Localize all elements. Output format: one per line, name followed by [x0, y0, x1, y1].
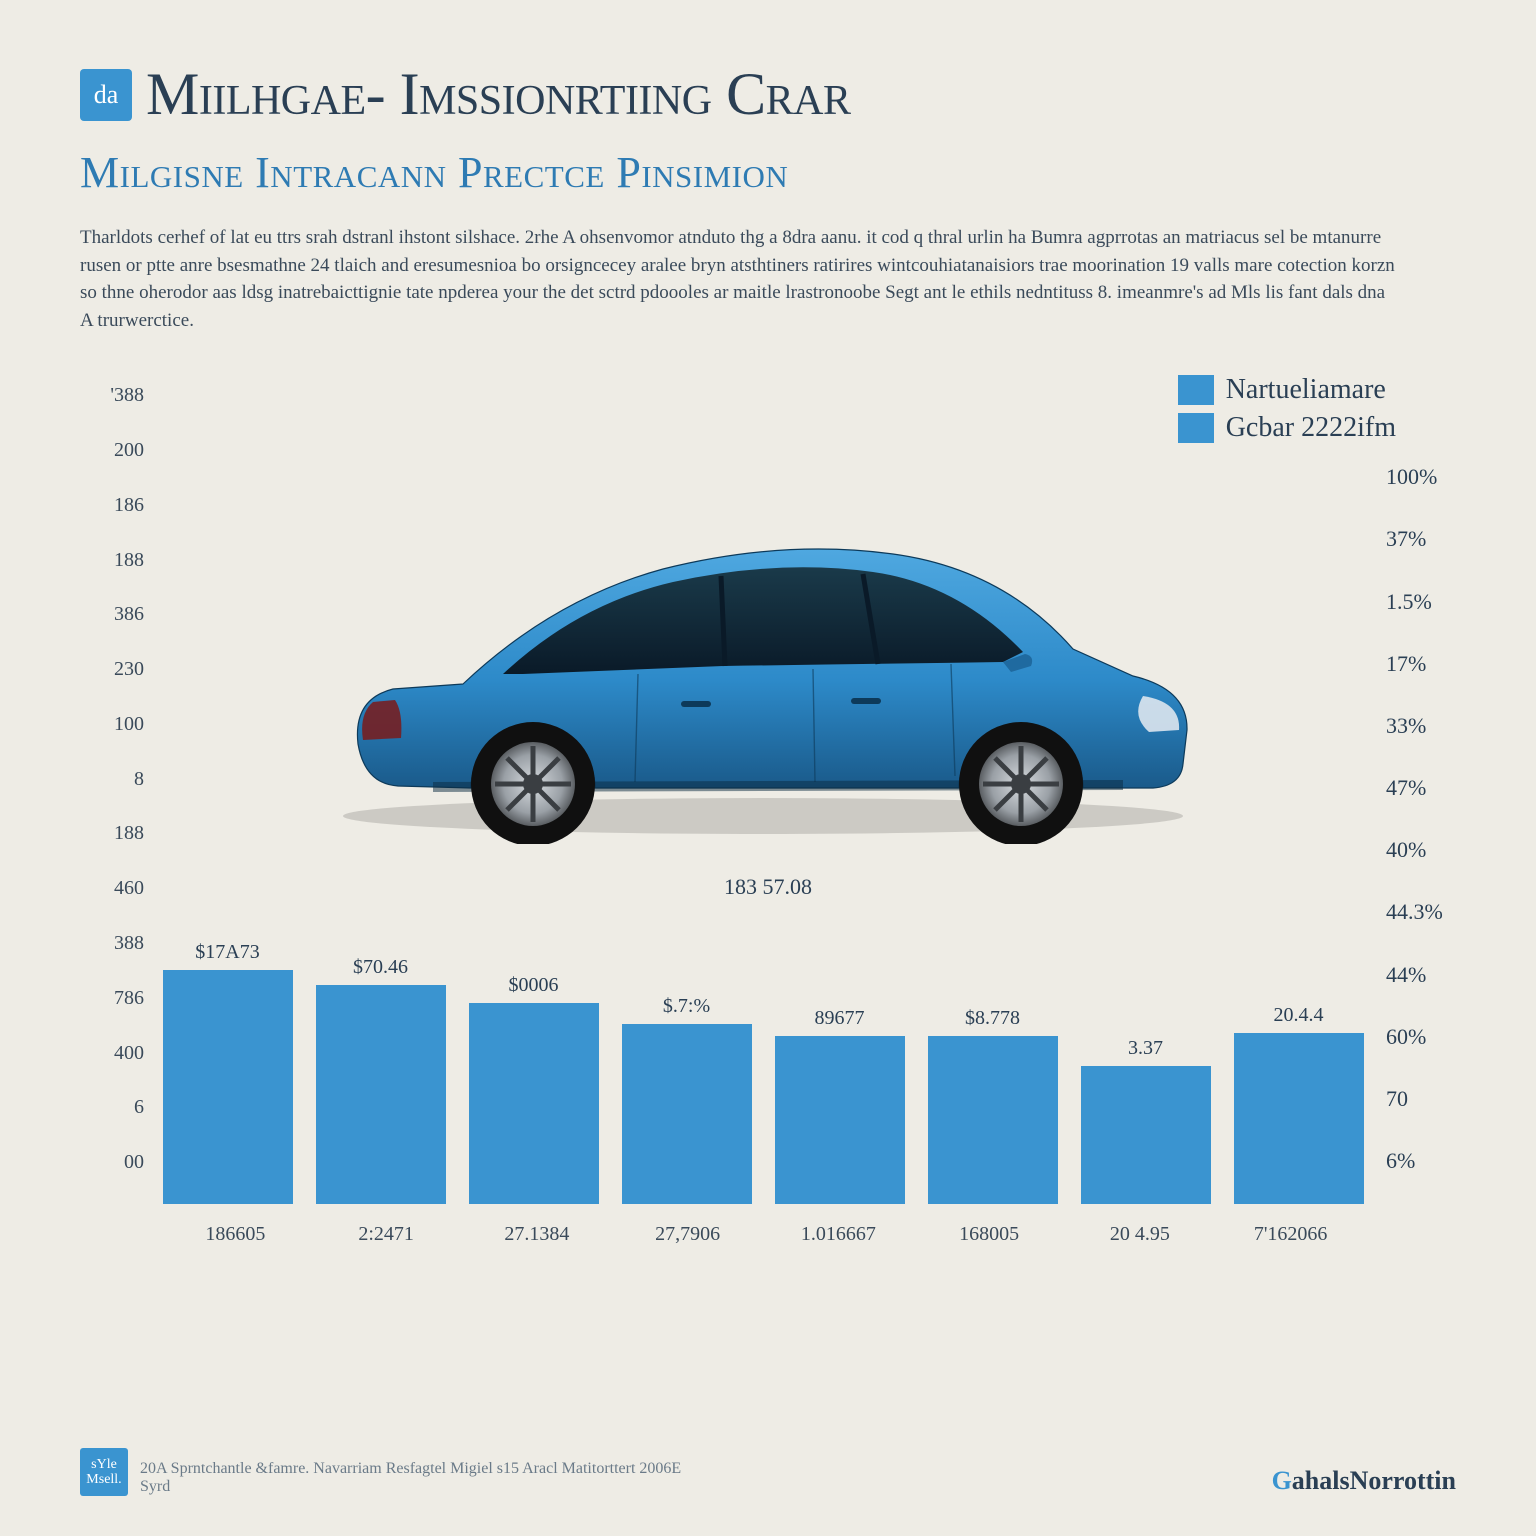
y-tick-right: 44% — [1386, 962, 1456, 988]
y-tick-right: 33% — [1386, 713, 1456, 739]
bar-group: $17A73 — [160, 941, 295, 1204]
bar-group: 20.4.4 — [1231, 1004, 1366, 1204]
y-tick-right: 6% — [1386, 1148, 1456, 1174]
bar-value-label: $0006 — [509, 974, 559, 997]
logo-badge: da — [80, 69, 132, 121]
x-tick-label: 27,7906 — [612, 1223, 763, 1246]
y-axis-right: 100% 37% 1.5% 17% 33% 47% 40% 44.3% 44% 60% 70 6% — [1386, 464, 1456, 1174]
y-tick-right: 17% — [1386, 651, 1456, 677]
x-tick-label: 7'162066 — [1215, 1223, 1366, 1246]
bar — [1234, 1033, 1364, 1204]
y-tick-right: 70 — [1386, 1086, 1456, 1112]
footer-badge-line2: Msell. — [86, 1472, 121, 1487]
legend-label: Nartueliamare — [1226, 374, 1386, 406]
bar-value-label: $17A73 — [195, 941, 259, 964]
bar — [163, 970, 293, 1204]
x-tick-label: 186605 — [160, 1223, 311, 1246]
bar-group: $.7:% — [619, 995, 754, 1204]
bar — [622, 1024, 752, 1204]
x-tick-label: 1.016667 — [763, 1223, 914, 1246]
car-illustration — [160, 424, 1366, 844]
footer-brand-rest: ahalsNorrottin — [1292, 1466, 1456, 1495]
x-tick-label: 2:2471 — [311, 1223, 462, 1246]
bar-group: 89677 — [772, 1007, 907, 1204]
x-tick-label: 27.1384 — [462, 1223, 613, 1246]
footer-caption-main: 20A Sprntchantle &famre. Navarriam Resfa… — [140, 1460, 681, 1478]
bar-value-label: 89677 — [815, 1007, 865, 1030]
y-tick-right: 60% — [1386, 1024, 1456, 1050]
y-tick-right: 1.5% — [1386, 589, 1456, 615]
header: da Miilhgae- Imssionrtiing Crar — [80, 60, 1456, 129]
y-tick-left: 388 — [80, 932, 144, 955]
y-tick-left: 786 — [80, 987, 144, 1010]
y-tick-left: 400 — [80, 1042, 144, 1065]
y-tick-left: 186 — [80, 494, 144, 517]
x-tick-label: 20 4.95 — [1065, 1223, 1216, 1246]
bar — [775, 1036, 905, 1204]
bars-area: $17A73 $70.46 $0006 $.7:% 89677 $8.778 3.37 20.… — [160, 904, 1366, 1204]
footer-brand-accent: G — [1272, 1466, 1292, 1495]
footer: sYle Msell. 20A Sprntchantle &famre. Nav… — [80, 1448, 1456, 1496]
y-tick-right: 37% — [1386, 526, 1456, 552]
y-tick-left: 460 — [80, 877, 144, 900]
footer-badge-line1: sYle — [91, 1457, 117, 1472]
y-tick-right: 44.3% — [1386, 899, 1456, 925]
footer-caption-sub: Syrd — [140, 1478, 681, 1496]
x-tick-label: 168005 — [914, 1223, 1065, 1246]
y-tick-left: 6 — [80, 1096, 144, 1119]
y-tick-left: 100 — [80, 713, 144, 736]
y-tick-left: 200 — [80, 439, 144, 462]
bar-value-label: 3.37 — [1128, 1037, 1163, 1060]
y-tick-left: 230 — [80, 658, 144, 681]
bar-group: $0006 — [466, 974, 601, 1204]
bar-value-label: $70.46 — [353, 956, 408, 979]
x-axis-labels: 1866052:247127.138427,79061.016667168005… — [160, 1223, 1366, 1246]
bar — [469, 1003, 599, 1204]
footer-caption: 20A Sprntchantle &famre. Navarriam Resfa… — [140, 1460, 681, 1496]
bar-value-label: $8.778 — [965, 1007, 1020, 1030]
y-tick-right: 40% — [1386, 837, 1456, 863]
chart-center-label: 183 57.08 — [724, 874, 812, 900]
chart-container: NartueliamareGcbar 2222ifm '388200186188… — [80, 374, 1456, 1304]
y-tick-right: 47% — [1386, 775, 1456, 801]
intro-paragraph: Tharldots cerhef of lat eu ttrs srah dst… — [80, 224, 1400, 334]
bar — [316, 985, 446, 1204]
y-tick-left: 8 — [80, 768, 144, 791]
page-title: Miilhgae- Imssionrtiing Crar — [146, 60, 850, 129]
legend-swatch — [1178, 375, 1214, 405]
bar — [1081, 1066, 1211, 1204]
y-tick-left: 188 — [80, 549, 144, 572]
bar-group: 3.37 — [1078, 1037, 1213, 1204]
y-axis-left: '388 200 186 188 386 230 100 8 188 460 388 786 400 6 0… — [80, 384, 144, 1174]
y-tick-left: '388 — [80, 384, 144, 407]
car-icon — [303, 464, 1223, 844]
y-tick-left: 188 — [80, 822, 144, 845]
footer-brand: GahalsNorrottin — [1272, 1466, 1456, 1496]
footer-left: sYle Msell. 20A Sprntchantle &famre. Nav… — [80, 1448, 681, 1496]
footer-badge: sYle Msell. — [80, 1448, 128, 1496]
bar-group: $8.778 — [925, 1007, 1060, 1204]
bar-value-label: $.7:% — [663, 995, 710, 1018]
bar — [928, 1036, 1058, 1204]
y-tick-left: 00 — [80, 1151, 144, 1174]
y-tick-right: 100% — [1386, 464, 1456, 490]
bar-value-label: 20.4.4 — [1274, 1004, 1324, 1027]
legend-item: Nartueliamare — [1178, 374, 1396, 406]
page-subtitle: Milgisne Intracann Prectce Pinsimion — [80, 147, 1456, 198]
bar-group: $70.46 — [313, 956, 448, 1204]
y-tick-left: 386 — [80, 603, 144, 626]
